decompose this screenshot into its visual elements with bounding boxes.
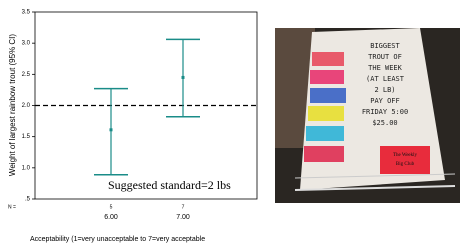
card [306,126,344,141]
y-tick-label: .5 [25,197,31,203]
x-axis-label: Acceptability (1=very unacceptable to 7=… [30,236,205,243]
sign-text: FRIDAY 5:00 [362,108,408,116]
club-text: Big Club [396,162,415,167]
sign-text: BIGGEST [370,42,400,50]
sign-text: PAY OFF [370,97,400,105]
y-tick-label: 3.5 [22,10,31,16]
card [304,146,344,162]
sign-text: THE WEEK [368,64,403,72]
sign-text: $25.00 [372,119,397,127]
card [312,52,344,66]
sign-text: (AT LEAST [366,75,405,83]
page: Weight of largest rainbow trout (95% CI)… [0,0,463,246]
y-tick-label: 3.0 [22,41,31,47]
annotation: Suggested standard=2 lbs [108,178,231,192]
mean-marker [110,128,113,131]
y-tick-label: 1.5 [22,134,31,140]
n-value: 5 [110,204,113,210]
card [308,106,344,121]
club-text: The Weekly [393,153,418,158]
y-tick-label: 2.0 [22,103,31,109]
mean-marker [182,76,185,79]
card [310,70,344,84]
y-axis-label: Weight of largest rainbow trout (95% CI) [8,34,17,176]
y-tick-label: 2.5 [22,72,31,78]
x-tick-label: 7.00 [176,214,190,221]
x-tick-label: 6.00 [104,214,118,221]
y-tick-label: 1.0 [22,165,31,171]
sign-text: 2 LB) [374,86,395,94]
club-card [380,146,430,174]
card [310,88,346,103]
n-label: N = [8,204,16,210]
sign-text: TROUT OF [368,53,402,61]
n-value: 7 [182,204,185,210]
photo: BIGGEST TROUT OF THE WEEK (AT LEAST 2 LB) PAY… [275,28,460,203]
